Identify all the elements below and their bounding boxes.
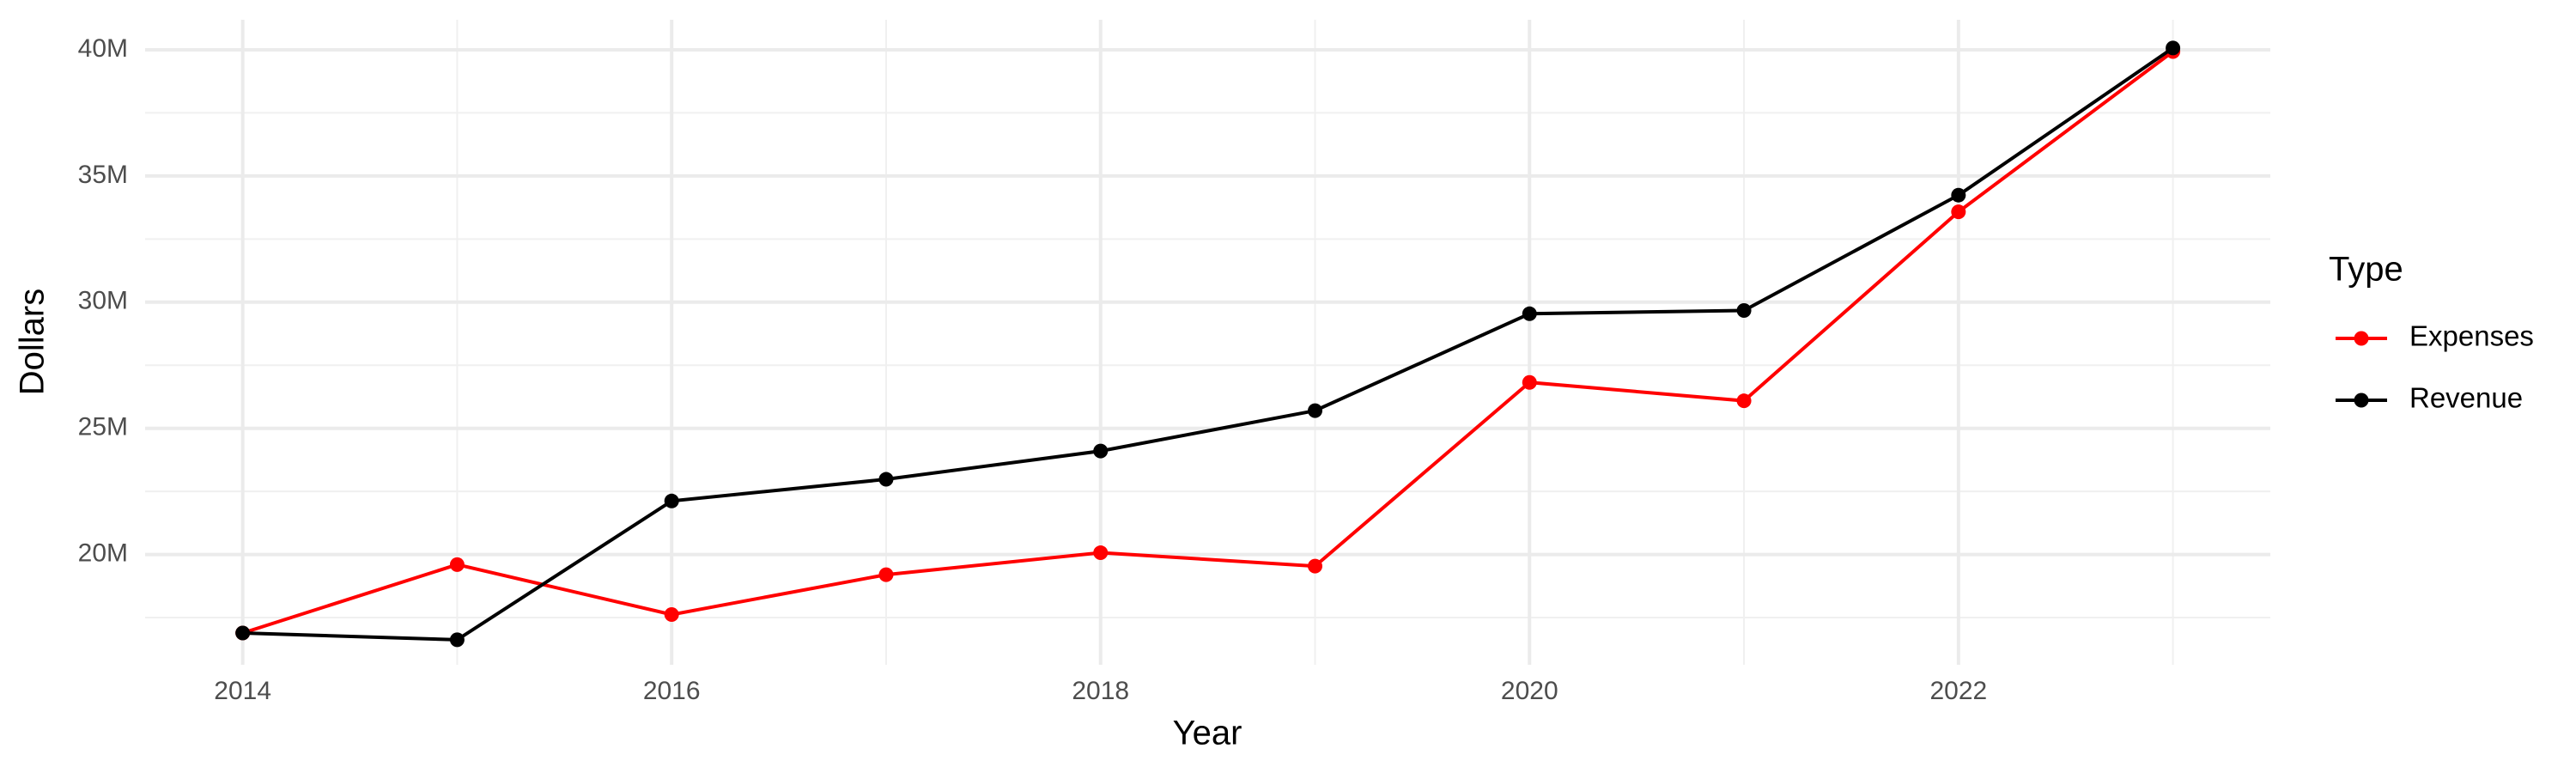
legend-key-point [2354,393,2369,408]
data-point [449,632,465,648]
y-tick-label: 35M [78,161,128,189]
data-point [449,557,465,572]
y-tick-label: 25M [78,413,128,441]
data-point [878,567,894,582]
data-point [1308,403,1323,418]
x-tick-label: 2016 [643,677,701,705]
legend-key-point [2354,331,2369,346]
data-point [1522,374,1537,390]
data-point [1951,204,1966,220]
data-point [1736,393,1752,409]
y-tick-label: 40M [78,34,128,63]
legend-title: Type [2329,251,2403,289]
data-point [1736,302,1752,318]
data-point [1093,443,1109,459]
y-axis-title: Dollars [14,289,52,395]
data-point [1522,306,1537,321]
data-point [1093,545,1109,561]
series-line [242,50,2174,635]
y-tick-label: 20M [78,539,128,568]
x-tick-label: 2022 [1929,677,1987,705]
y-tick-label: 30M [78,287,128,315]
x-tick-label: 2020 [1501,677,1558,705]
data-point [878,472,894,487]
legend-label: Expenses [2409,320,2534,352]
data-point [664,607,679,623]
data-point [2166,40,2181,56]
legend-label: Revenue [2409,382,2523,414]
data-point [664,493,679,508]
x-axis-title: Year [1173,715,1242,752]
x-tick-label: 2018 [1072,677,1129,705]
data-point [235,625,251,641]
data-point [1951,187,1966,203]
series-line [242,46,2174,642]
x-tick-label: 2014 [214,677,271,705]
data-point [1308,558,1323,574]
